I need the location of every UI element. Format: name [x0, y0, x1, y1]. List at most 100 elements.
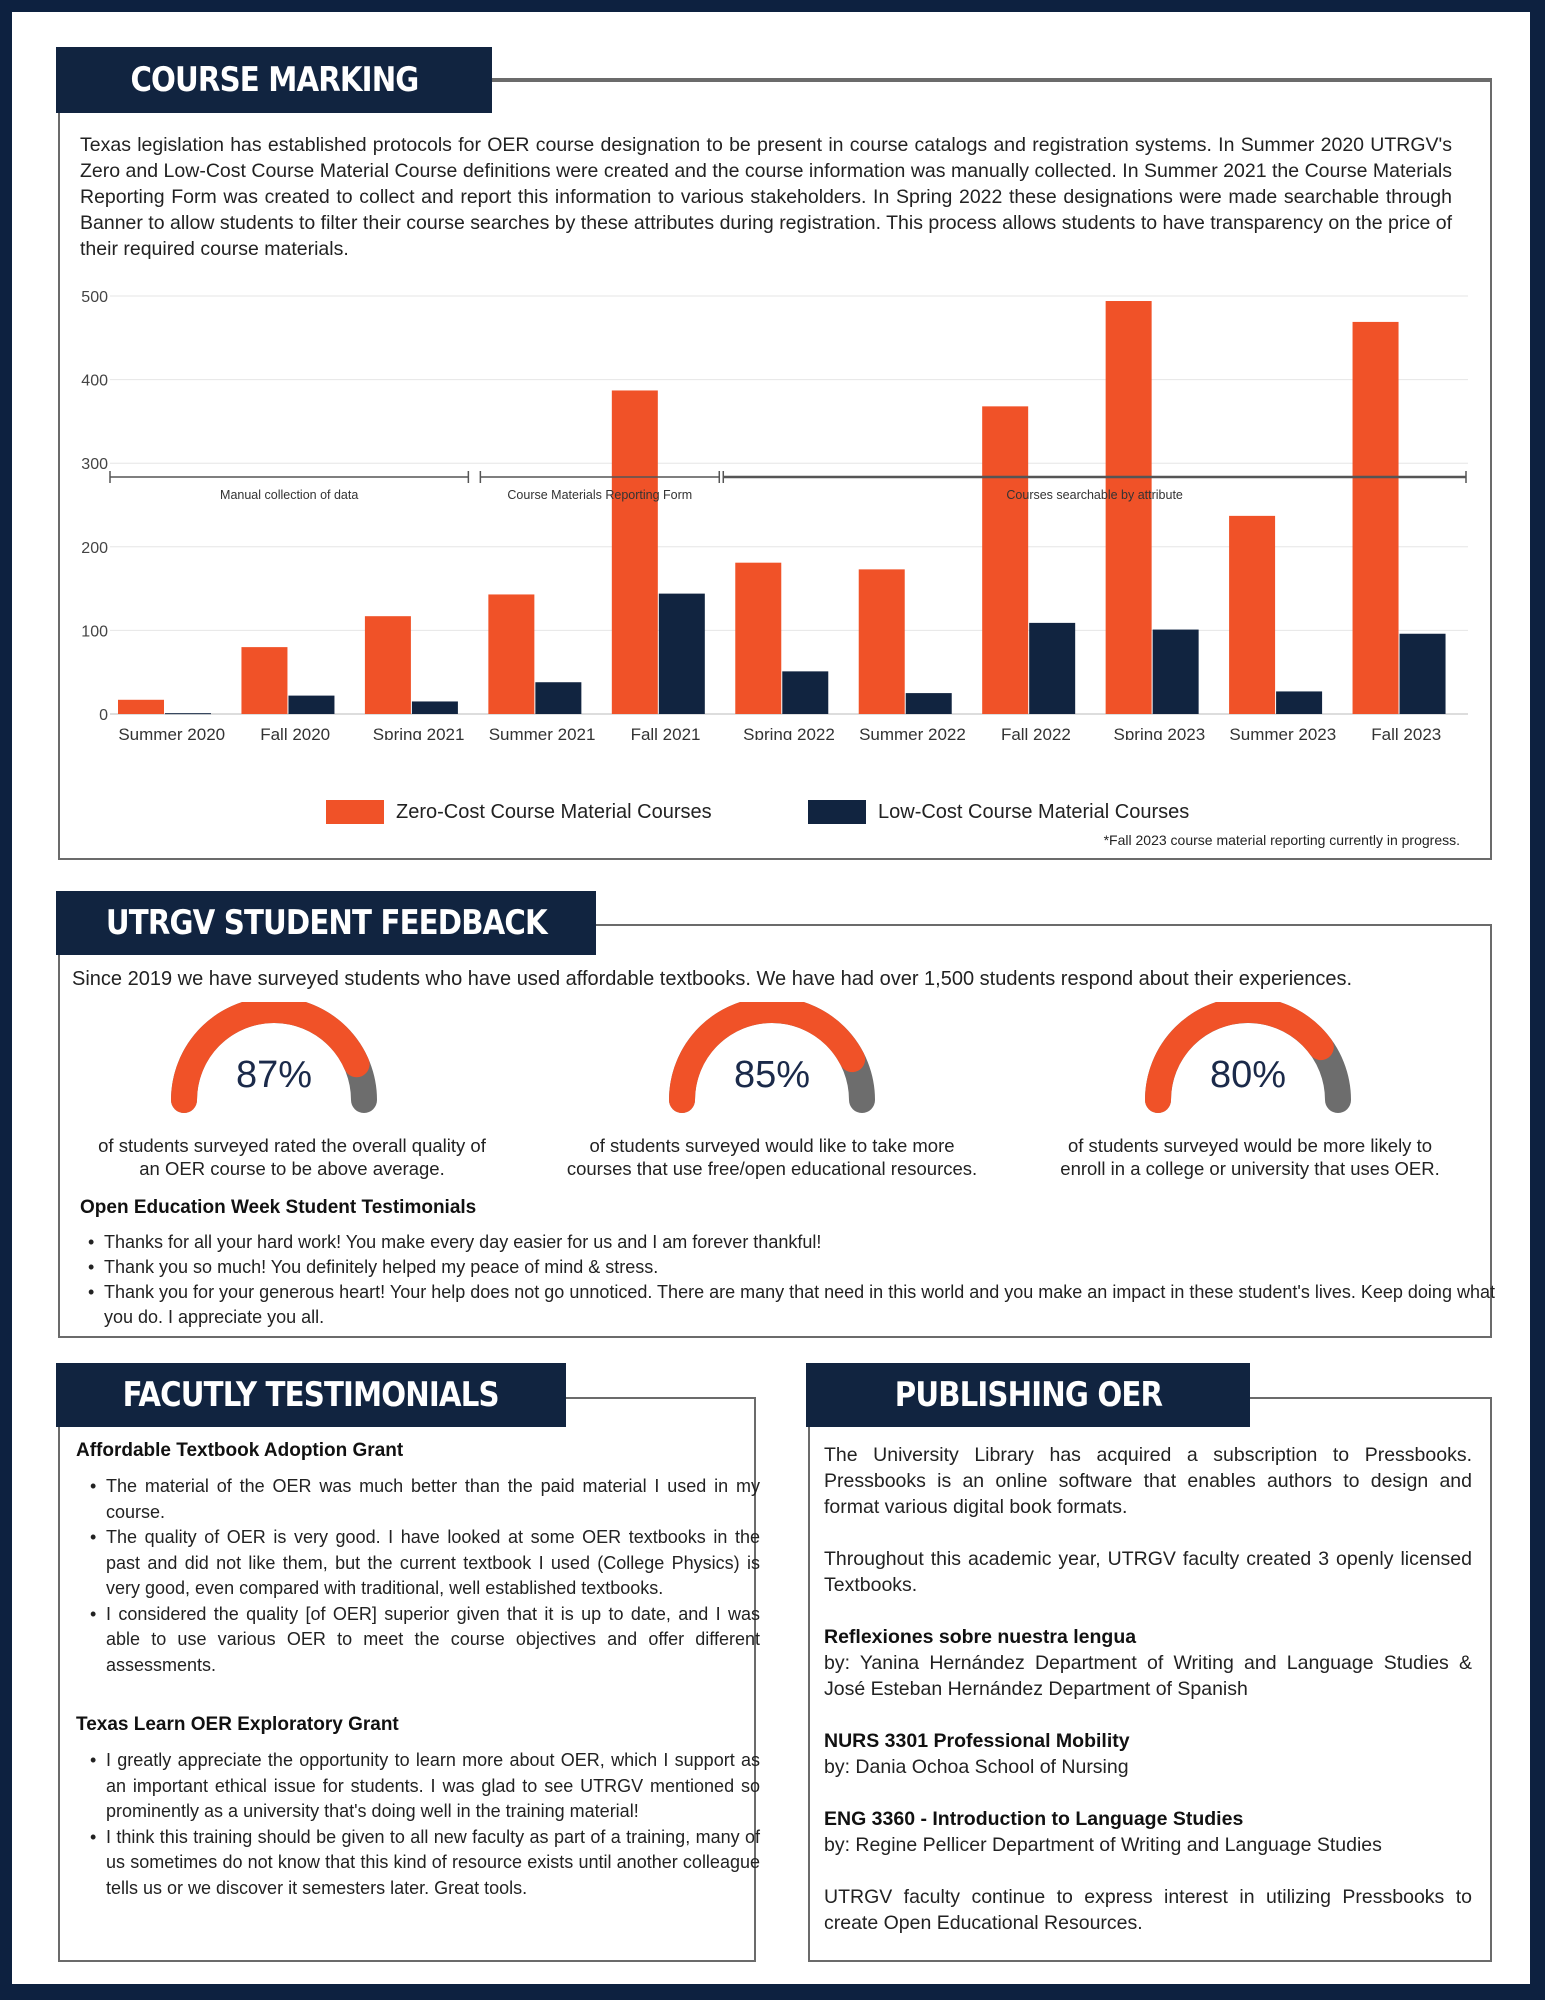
- bar-zero-cost: [488, 594, 535, 714]
- gauge-3-caption-line-2: enroll in a college or university that u…: [1060, 1158, 1440, 1179]
- bar-low-cost: [1152, 629, 1199, 714]
- bar-low-cost: [905, 693, 952, 714]
- book-authors-2: by: Dania Ochoa School of Nursing: [824, 1756, 1129, 1778]
- x-tick-label: Fall 2023: [1371, 725, 1441, 740]
- gauge-1-caption-line-2: an OER course to be above average.: [139, 1158, 445, 1179]
- gauge-2-caption-line-1: of students surveyed would like to take …: [589, 1135, 955, 1156]
- heading-rule: [492, 78, 1492, 80]
- gauge-2-value: 85%: [733, 1054, 811, 1096]
- student-testimonials-list: Thanks for all your hard work! You make …: [82, 1230, 1504, 1330]
- list-item: I considered the quality [of OER] superi…: [90, 1602, 760, 1679]
- bar-low-cost: [1399, 633, 1446, 714]
- phase-label: Manual collection of data: [220, 488, 358, 502]
- bar-zero-cost: [118, 699, 164, 714]
- feedback-intro: Since 2019 we have surveyed students who…: [72, 968, 1353, 990]
- gauge-1-arc: [171, 997, 377, 1113]
- gauge-1-caption-line-1: of students surveyed rated the overall q…: [98, 1135, 486, 1156]
- chart-footnote: *Fall 2023 course material reporting cur…: [1103, 832, 1460, 848]
- book-title-2: NURS 3301 Professional Mobility: [824, 1730, 1130, 1752]
- bar-low-cost: [1276, 691, 1323, 714]
- bar-zero-cost: [1105, 301, 1152, 714]
- course-marking-heading: COURSE MARKING: [56, 47, 492, 113]
- bar-zero-cost: [1229, 515, 1276, 714]
- gauge-2-arc: [669, 997, 875, 1113]
- testimonials-title: Open Education Week Student Testimonials: [80, 1197, 477, 1218]
- grant2-title: Texas Learn OER Exploratory Grant: [76, 1714, 399, 1735]
- phase-label: Course Materials Reporting Form: [507, 488, 692, 502]
- bar-zero-cost: [364, 616, 411, 714]
- phase-label: Courses searchable by attribute: [1006, 488, 1183, 502]
- legend-item-low-cost: Low-Cost Course Material Courses: [808, 800, 1189, 824]
- book-title-3: ENG 3360 - Introduction to Language Stud…: [824, 1808, 1244, 1830]
- x-tick-label: Summer 2022: [859, 725, 966, 740]
- publishing-heading: PUBLISHING OER: [806, 1363, 1250, 1427]
- x-tick-label: Spring 2023: [1114, 725, 1206, 740]
- course-chart: 0 100 200 300 400 500 Summer 2020 Fall 2020 Spri…: [56, 280, 1474, 744]
- feedback-heading: UTRGV STUDENT FEEDBACK: [56, 891, 596, 955]
- gauge-3: 80%: [1138, 997, 1358, 1122]
- publishing-p2: Throughout this academic year, UTRGV fac…: [824, 1548, 1472, 1596]
- legend-label-zero: Zero-Cost Course Material Courses: [396, 800, 712, 823]
- book-authors-1: by: Yanina Hernández Department of Writi…: [824, 1652, 1472, 1700]
- y-tick-label: 200: [81, 540, 108, 557]
- course-marking-intro: Texas legislation has established protoc…: [80, 134, 1452, 260]
- gauge-fill: [669, 997, 866, 1113]
- list-item: The material of the OER was much better …: [90, 1474, 760, 1525]
- bar-low-cost: [535, 682, 582, 714]
- bar-zero-cost: [1352, 321, 1399, 714]
- book-title-1: Reflexiones sobre nuestra lengua: [824, 1626, 1137, 1648]
- gauge-3-value: 80%: [1209, 1054, 1287, 1096]
- book-authors-3: by: Regine Pellicer Department of Writin…: [824, 1834, 1382, 1856]
- y-tick-label: 0: [99, 707, 108, 724]
- legend-label-low: Low-Cost Course Material Courses: [878, 800, 1190, 823]
- bar-low-cost: [411, 701, 458, 714]
- grant1-list: The material of the OER was much better …: [84, 1474, 760, 1678]
- list-item: Thanks for all your hard work! You make …: [88, 1230, 1504, 1255]
- bar-low-cost: [782, 671, 829, 714]
- x-tick-label: Summer 2023: [1229, 725, 1336, 740]
- gauge-2-caption: of students surveyed would like to take …: [552, 1134, 992, 1180]
- grant1-title: Affordable Textbook Adoption Grant: [76, 1440, 404, 1461]
- publishing-content: The University Library has acquired a su…: [824, 1442, 1472, 1936]
- bar-zero-cost: [241, 647, 288, 714]
- y-tick-label: 500: [81, 289, 108, 306]
- gauge-fill: [171, 997, 370, 1113]
- x-tick-label: Fall 2021: [631, 725, 701, 740]
- x-tick-label: Fall 2020: [260, 725, 330, 740]
- list-item: I think this training should be given to…: [90, 1825, 760, 1902]
- legend-swatch-zero: [326, 800, 384, 824]
- gauge-2: 85%: [662, 997, 882, 1122]
- grant2-list: I greatly appreciate the opportunity to …: [84, 1748, 760, 1901]
- y-tick-label: 100: [81, 623, 108, 640]
- x-tick-label: Summer 2021: [489, 725, 596, 740]
- bar-zero-cost: [858, 569, 905, 714]
- x-tick-label: Spring 2022: [743, 725, 835, 740]
- publishing-p3: UTRGV faculty continue to express intere…: [824, 1886, 1472, 1934]
- gauge-1: 87%: [164, 997, 384, 1122]
- bar-low-cost: [288, 695, 335, 714]
- gauge-1-value: 87%: [235, 1054, 313, 1096]
- bar-low-cost: [658, 593, 705, 714]
- gauge-fill: [1145, 997, 1334, 1113]
- bar-zero-cost: [611, 390, 658, 714]
- bar-low-cost: [165, 713, 211, 715]
- gauge-2-caption-line-2: courses that use free/open educational r…: [566, 1158, 978, 1179]
- bar-zero-cost: [982, 406, 1029, 714]
- x-tick-label: Spring 2021: [373, 725, 465, 740]
- publishing-p1: The University Library has acquired a su…: [824, 1444, 1472, 1518]
- list-item: The quality of OER is very good. I have …: [90, 1525, 760, 1602]
- bar-low-cost: [1029, 622, 1076, 714]
- faculty-heading: FACUTLY TESTIMONIALS: [56, 1363, 566, 1427]
- x-tick-label: Summer 2020: [118, 725, 225, 740]
- gauge-1-caption: of students surveyed rated the overall q…: [72, 1134, 512, 1180]
- bar-zero-cost: [735, 562, 782, 714]
- list-item: Thank you for your generous heart! Your …: [88, 1280, 1504, 1330]
- legend-swatch-low: [808, 800, 866, 824]
- gauge-3-caption: of students surveyed would be more likel…: [1030, 1134, 1470, 1180]
- x-tick-label: Fall 2022: [1001, 725, 1071, 740]
- gauge-3-arc: [1145, 997, 1351, 1113]
- y-tick-label: 300: [81, 456, 108, 473]
- legend-item-zero-cost: Zero-Cost Course Material Courses: [326, 800, 712, 824]
- publishing-panel: [808, 1397, 1492, 1962]
- gauge-3-caption-line-1: of students surveyed would be more likel…: [1067, 1135, 1433, 1156]
